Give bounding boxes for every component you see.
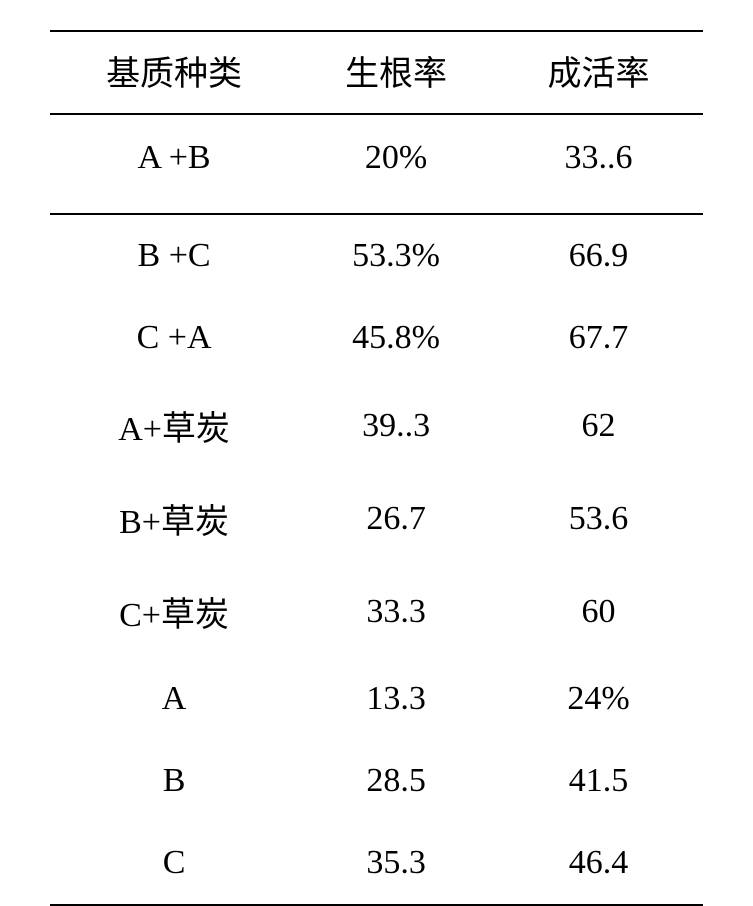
cell-survival: 46.4 bbox=[494, 822, 703, 905]
col-header-substrate: 基质种类 bbox=[50, 31, 298, 114]
table-row: A +B 20% 33..6 bbox=[50, 114, 703, 214]
cell-survival: 66.9 bbox=[494, 214, 703, 297]
cell-survival: 60 bbox=[494, 565, 703, 658]
cell-rooting: 39..3 bbox=[298, 379, 494, 472]
cell-substrate: C+草炭 bbox=[50, 565, 298, 658]
table-row: B +C 53.3% 66.9 bbox=[50, 214, 703, 297]
cell-rooting: 45.8% bbox=[298, 297, 494, 379]
table-row: C 35.3 46.4 bbox=[50, 822, 703, 905]
table-row: C+草炭 33.3 60 bbox=[50, 565, 703, 658]
cell-survival: 41.5 bbox=[494, 740, 703, 822]
cell-survival: 33..6 bbox=[494, 114, 703, 214]
cell-substrate: A+草炭 bbox=[50, 379, 298, 472]
cell-rooting: 53.3% bbox=[298, 214, 494, 297]
cell-rooting: 33.3 bbox=[298, 565, 494, 658]
table-header-row: 基质种类 生根率 成活率 bbox=[50, 31, 703, 114]
cell-substrate: B +C bbox=[50, 214, 298, 297]
col-header-rooting-rate: 生根率 bbox=[298, 31, 494, 114]
cell-substrate: A +B bbox=[50, 114, 298, 214]
table-row: C +A 45.8% 67.7 bbox=[50, 297, 703, 379]
cell-rooting: 35.3 bbox=[298, 822, 494, 905]
cell-rooting: 20% bbox=[298, 114, 494, 214]
cell-survival: 24% bbox=[494, 658, 703, 740]
cell-survival: 53.6 bbox=[494, 472, 703, 565]
cell-rooting: 26.7 bbox=[298, 472, 494, 565]
cell-substrate: C bbox=[50, 822, 298, 905]
table-row: B+草炭 26.7 53.6 bbox=[50, 472, 703, 565]
col-header-survival-rate: 成活率 bbox=[494, 31, 703, 114]
cell-substrate: B+草炭 bbox=[50, 472, 298, 565]
cell-rooting: 28.5 bbox=[298, 740, 494, 822]
substrate-table: 基质种类 生根率 成活率 A +B 20% 33..6 B +C 53.3% 6… bbox=[50, 30, 703, 906]
table-row: B 28.5 41.5 bbox=[50, 740, 703, 822]
cell-rooting: 13.3 bbox=[298, 658, 494, 740]
table-row: A+草炭 39..3 62 bbox=[50, 379, 703, 472]
cell-survival: 62 bbox=[494, 379, 703, 472]
cell-survival: 67.7 bbox=[494, 297, 703, 379]
cell-substrate: B bbox=[50, 740, 298, 822]
cell-substrate: A bbox=[50, 658, 298, 740]
table-row: A 13.3 24% bbox=[50, 658, 703, 740]
cell-substrate: C +A bbox=[50, 297, 298, 379]
